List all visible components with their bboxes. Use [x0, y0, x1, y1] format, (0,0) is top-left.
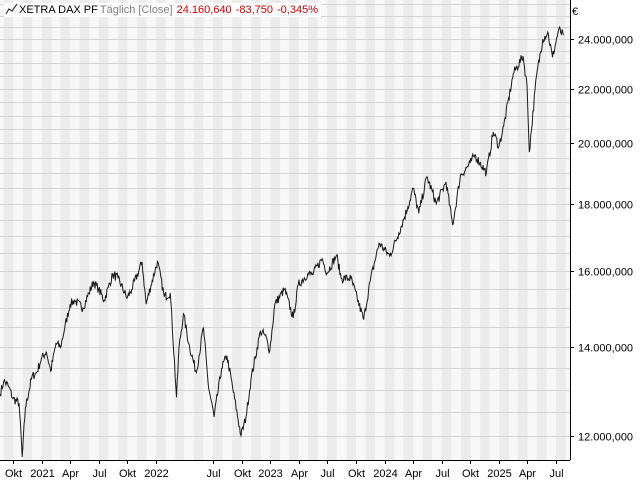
x-tick-label: 2023	[258, 468, 282, 480]
month-band	[251, 0, 261, 460]
x-tick-label: Okt	[5, 468, 22, 480]
month-band	[480, 0, 490, 460]
month-band	[517, 0, 528, 460]
x-tick-label: Okt	[119, 468, 136, 480]
month-band	[22, 0, 33, 460]
month-band	[193, 0, 204, 460]
x-tick-label: Jul	[435, 468, 449, 480]
x-tick-label: Jul	[92, 468, 106, 480]
x-tick-label: Apr	[405, 468, 422, 480]
month-band	[232, 0, 242, 460]
month-band	[384, 0, 395, 460]
y-tick-label: 20.000,000	[578, 139, 633, 151]
month-band	[60, 0, 71, 460]
x-tick-label: Okt	[234, 468, 251, 480]
month-band	[270, 0, 281, 460]
instrument-name: XETRA DAX PF	[19, 4, 98, 16]
month-band	[3, 0, 14, 460]
month-band	[441, 0, 452, 460]
month-band	[156, 0, 166, 460]
change-percent: -0,345%	[277, 4, 318, 16]
y-tick-label: 24.000,000	[578, 35, 633, 47]
y-axis-unit: €	[572, 6, 578, 18]
x-tick-label: Apr	[62, 468, 79, 480]
y-tick-label: 22.000,000	[578, 85, 633, 97]
month-band	[79, 0, 90, 460]
chart-legend: XETRA DAX PF Täglich [Close] 24.160,640 -83…	[4, 3, 321, 17]
month-band	[288, 0, 299, 460]
x-tick-label: Apr	[519, 468, 536, 480]
month-band	[555, 0, 566, 460]
month-band	[536, 0, 547, 460]
x-tick-label: 2021	[30, 468, 54, 480]
y-tick-label: 12.000,000	[578, 432, 633, 444]
month-band	[308, 0, 318, 460]
month-band	[98, 0, 109, 460]
y-tick-label: 16.000,000	[578, 267, 633, 279]
grid-lines	[0, 4, 570, 437]
month-band	[137, 0, 147, 460]
x-tick-label: 2022	[144, 468, 168, 480]
month-band	[174, 0, 185, 460]
chart-interval: Täglich [Close]	[99, 4, 173, 16]
month-band	[118, 0, 128, 460]
last-value: 24.160,640	[176, 4, 232, 16]
x-tick-label: 2025	[487, 468, 511, 480]
x-tick-label: Jul	[320, 468, 334, 480]
change-absolute: -83,750	[235, 4, 273, 16]
y-tick-label: 14.000,000	[578, 343, 633, 355]
line-chart-icon	[5, 3, 19, 19]
x-tick-label: Jul	[206, 468, 220, 480]
month-band	[365, 0, 375, 460]
x-tick-label: Apr	[291, 468, 308, 480]
x-tick-label: Okt	[462, 468, 479, 480]
month-band	[403, 0, 414, 460]
month-band	[346, 0, 356, 460]
x-tick-label: 2024	[373, 468, 397, 480]
y-tick-label: 18.000,000	[578, 200, 633, 212]
month-band	[461, 0, 471, 460]
month-band	[499, 0, 509, 460]
x-tick-label: Jul	[549, 468, 563, 480]
x-tick-label: Okt	[348, 468, 365, 480]
month-band	[41, 0, 52, 460]
month-band	[327, 0, 337, 460]
price-line	[0, 25, 564, 458]
month-band	[212, 0, 223, 460]
y-axis-ticks: 12.000,000 14.000,000 16.000,000 18.000,000…	[570, 0, 633, 444]
month-band	[422, 0, 433, 460]
x-axis-ticks: Okt 2021 Apr Jul Okt 2022 Jul Okt 2023 Apr Jul Okt 2…	[5, 460, 564, 480]
y-tick-label: 26.000,000	[578, 0, 633, 1]
